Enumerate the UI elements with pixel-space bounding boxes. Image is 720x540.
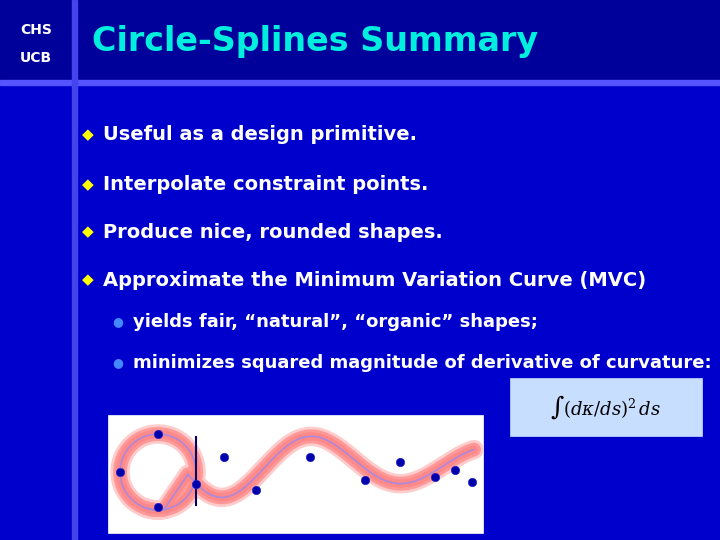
Text: Interpolate constraint points.: Interpolate constraint points. [103,176,428,194]
Bar [0,0,720,80]
Text: ◆: ◆ [82,225,94,240]
Bar [72,0,77,540]
Bar [0,80,720,85]
Text: CHS: CHS [20,23,52,37]
Text: Approximate the Minimum Variation Curve (MVC): Approximate the Minimum Variation Curve … [103,271,646,289]
Text: Circle-Splines Summary: Circle-Splines Summary [92,25,538,58]
Text: ◆: ◆ [82,127,94,143]
Text: minimizes squared magnitude of derivative of curvature:: minimizes squared magnitude of derivativ… [133,354,711,372]
Text: ●: ● [112,315,123,328]
Text: Useful as a design primitive.: Useful as a design primitive. [103,125,417,145]
Text: Produce nice, rounded shapes.: Produce nice, rounded shapes. [103,222,443,241]
Bar [510,378,702,436]
Text: $\int (d\kappa/ds)^2\,ds$: $\int (d\kappa/ds)^2\,ds$ [550,393,662,421]
Text: yields fair, “natural”, “organic” shapes;: yields fair, “natural”, “organic” shapes… [133,313,538,331]
Text: UCB: UCB [20,51,52,65]
Bar [108,415,483,533]
Text: ●: ● [112,356,123,369]
Text: ◆: ◆ [82,178,94,192]
Text: ◆: ◆ [82,273,94,287]
